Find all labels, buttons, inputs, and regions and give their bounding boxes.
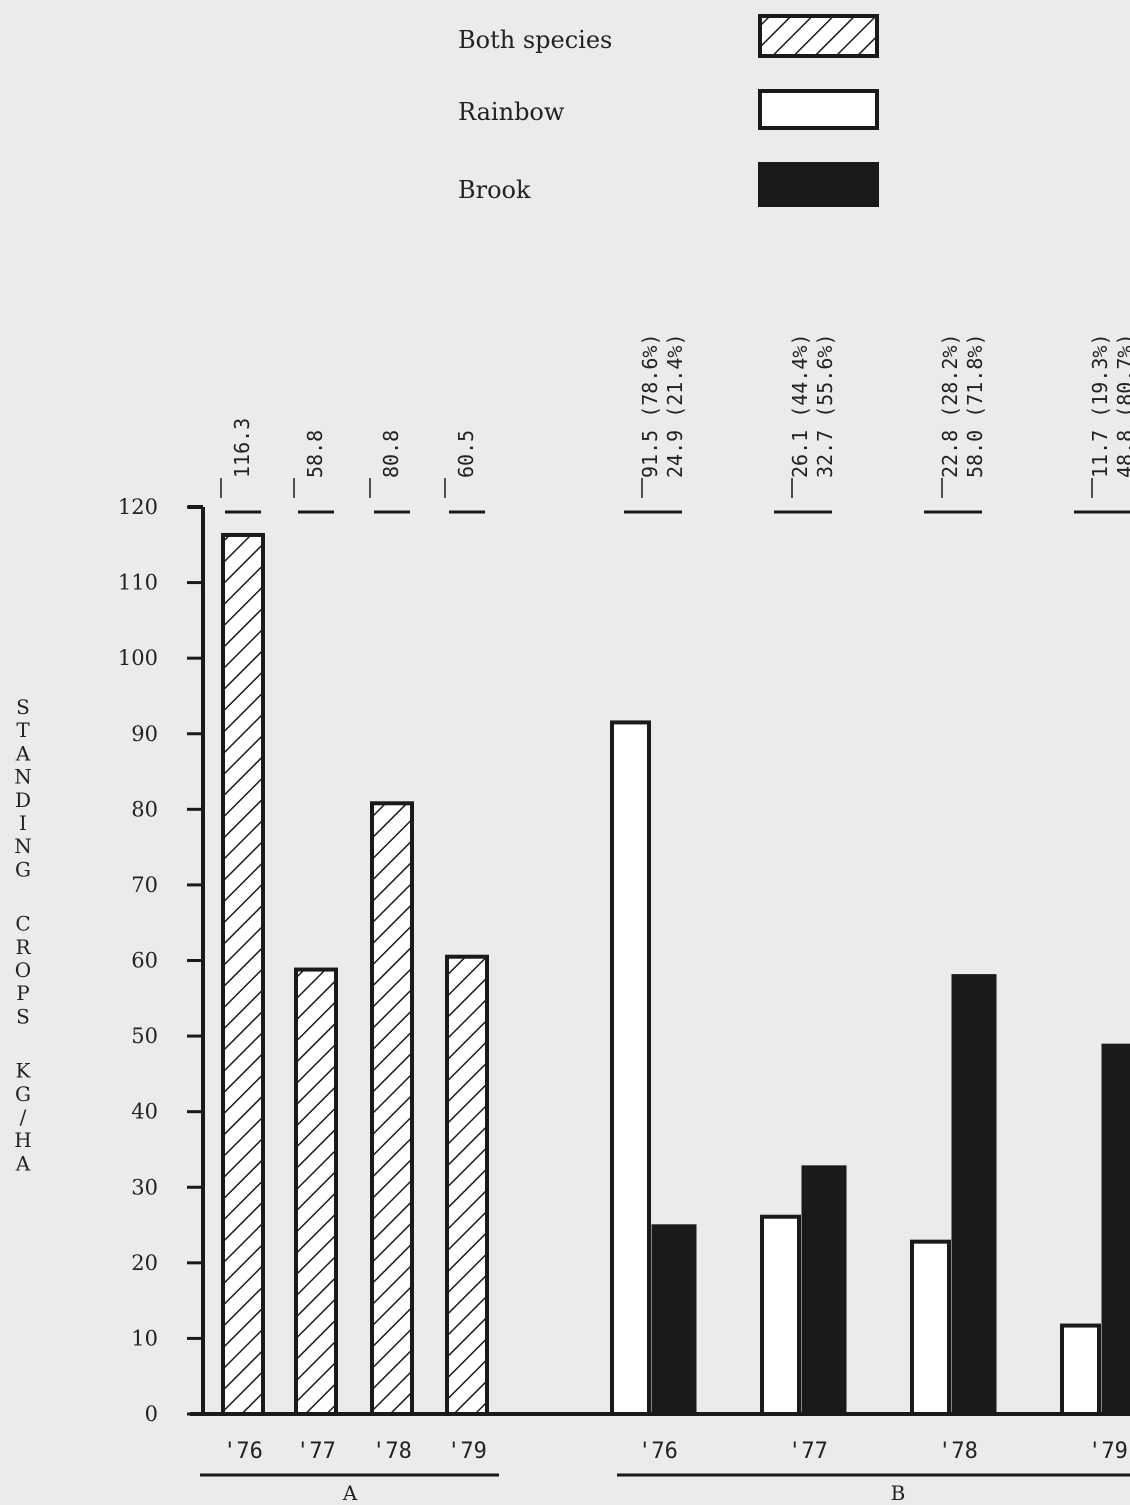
y-axis-label-letter: C	[15, 912, 30, 936]
y-axis-label-letter: T	[16, 718, 30, 742]
y-axis-label-letter: K	[16, 1059, 32, 1083]
y-axis-label-letter: P	[16, 981, 29, 1005]
value-annotation-rainbow: 91.5 (78.6%)	[638, 334, 662, 479]
y-tick-label: 110	[118, 571, 158, 595]
x-tick-label: '77	[296, 1439, 336, 1464]
value-annotation-rainbow: 22.8 (28.2%)	[938, 334, 962, 479]
bar-rainbow	[910, 1239, 951, 1417]
y-tick-label: 40	[131, 1100, 158, 1124]
y-axis-label-letter: N	[14, 765, 32, 789]
x-tick-label: '76	[638, 1439, 678, 1464]
legend-label-both-species: Both species	[458, 26, 612, 54]
y-tick-label: 120	[118, 495, 158, 519]
x-tick-label: '78	[938, 1439, 978, 1464]
value-annotation: 58.8	[303, 430, 327, 478]
y-axis-label-letter: D	[15, 788, 31, 812]
x-tick-label: '76	[223, 1439, 263, 1464]
value-annotation-brook: 32.7 (55.6%)	[813, 334, 837, 479]
y-axis-label-letter: R	[15, 935, 31, 959]
bar-both-species	[370, 801, 414, 1416]
y-axis-label-letter: /	[20, 1105, 27, 1129]
y-axis-label-letter: G	[15, 1082, 31, 1106]
y-axis-label-letter: I	[19, 811, 27, 835]
value-annotation-brook: 58.0 (71.8%)	[963, 334, 987, 479]
bar-rainbow	[610, 720, 651, 1416]
value-annotation-rainbow: 11.7 (19.3%)	[1088, 334, 1112, 479]
y-tick-label: 20	[131, 1251, 158, 1275]
value-annotation-brook: 48.8 (80.7%)	[1113, 334, 1130, 479]
y-tick-label: 100	[118, 646, 158, 670]
y-ticks: 0 10 20 30 40 50 60 70 80 90 100 110 120	[118, 495, 203, 1426]
legend-label-rainbow: Rainbow	[458, 98, 565, 126]
y-axis-label-letter: H	[14, 1128, 31, 1152]
legend: Both species Rainbow Brook	[458, 14, 879, 207]
legend-label-brook: Brook	[458, 176, 531, 204]
bar-rainbow	[760, 1214, 801, 1417]
y-tick-label: 30	[131, 1175, 158, 1199]
x-labels: '76 '77 '78 '79 A '76 '77 '78 '79 B	[200, 1439, 1130, 1505]
legend-swatch-solid	[758, 162, 879, 207]
y-tick-label: 80	[131, 797, 158, 821]
y-tick-label: 60	[131, 949, 158, 973]
panel-label: B	[891, 1481, 906, 1505]
bar-brook	[801, 1165, 847, 1416]
y-axis-label-letter: S	[16, 1004, 30, 1028]
value-annotation-rainbow: 26.1 (44.4%)	[788, 334, 812, 479]
value-annotation: 80.8	[379, 430, 403, 478]
y-axis-label-letter: N	[14, 834, 32, 858]
y-tick-label: 90	[131, 722, 158, 746]
bar-brook	[1101, 1043, 1130, 1416]
x-tick-label: '79	[447, 1439, 487, 1464]
x-tick-label: '77	[788, 1439, 828, 1464]
y-tick-label: 70	[131, 873, 158, 897]
bar-both-species	[294, 967, 338, 1416]
y-tick-label: 50	[131, 1024, 158, 1048]
bars	[221, 532, 1130, 1417]
bar-brook	[651, 1224, 697, 1416]
legend-swatch-hatched	[758, 14, 879, 58]
y-axis-label-letter: A	[15, 741, 31, 765]
y-tick-label: 0	[145, 1402, 158, 1426]
value-annotation: 116.3	[230, 418, 254, 478]
y-axis-label-letter: O	[15, 958, 31, 982]
x-tick-label: '79	[1088, 1439, 1128, 1464]
y-axis-label-letter: S	[16, 695, 30, 719]
bar-brook	[951, 974, 997, 1416]
value-annotation-brook: 24.9 (21.4%)	[663, 334, 687, 479]
panel-label: A	[342, 1481, 358, 1505]
legend-swatch-open	[758, 89, 879, 130]
y-axis-label-letter: A	[15, 1151, 31, 1175]
x-tick-label: '78	[372, 1439, 412, 1464]
bar-rainbow	[1060, 1323, 1101, 1417]
y-tick-label: 10	[131, 1326, 158, 1350]
bar-both-species	[221, 532, 265, 1416]
y-axis-label-letter: G	[15, 857, 31, 881]
value-annotations: 116.3 58.8 80.8 60.5 91.5 (78.6%) 24.9 (21.4%…	[220, 334, 1130, 514]
value-annotation: 60.5	[454, 430, 478, 478]
bar-both-species	[445, 954, 489, 1416]
